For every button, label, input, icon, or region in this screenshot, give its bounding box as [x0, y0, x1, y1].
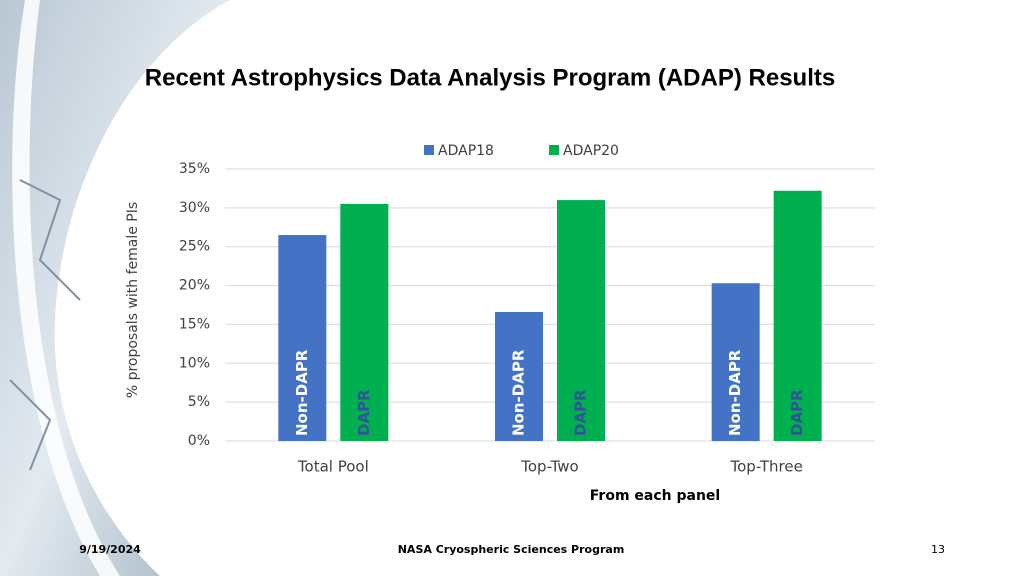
- legend-swatch: [549, 145, 559, 155]
- x-tick-label: Total Pool: [297, 458, 369, 476]
- x-tick-label: Top-Two: [520, 458, 578, 476]
- footer-date: 9/19/2024: [79, 543, 141, 556]
- y-axis-title: % proposals with female PIs: [125, 202, 141, 398]
- y-tick-label: 35%: [179, 161, 210, 177]
- y-tick-label: 10%: [179, 355, 210, 371]
- legend-label: ADAP20: [563, 143, 619, 159]
- bar: [495, 311, 543, 441]
- legend-label: ADAP18: [438, 143, 494, 159]
- y-tick-label: 15%: [179, 316, 210, 332]
- bar-inner-label: Non-DAPR: [726, 349, 744, 436]
- bar-inner-label: DAPR: [572, 389, 590, 436]
- bar-inner-label: DAPR: [788, 389, 806, 436]
- y-tick-label: 30%: [179, 200, 210, 216]
- page-number: 13: [931, 543, 945, 556]
- footer-center: NASA Cryospheric Sciences Program: [398, 543, 625, 556]
- bar-inner-label: Non-DAPR: [293, 349, 311, 436]
- y-tick-label: 0%: [188, 433, 210, 449]
- bar: [773, 190, 822, 441]
- x-axis-title: From each panel: [590, 488, 720, 504]
- y-tick-label: 5%: [188, 394, 210, 410]
- bar-inner-label: Non-DAPR: [510, 349, 528, 436]
- slide-title: Recent Astrophysics Data Analysis Progra…: [145, 64, 835, 91]
- bar: [278, 235, 327, 441]
- y-tick-label: 25%: [179, 239, 210, 255]
- x-tick-label: Top-Three: [730, 458, 803, 476]
- ice-cracks: [9, 179, 81, 471]
- decor-curve: [12, 0, 120, 576]
- bar-inner-label: DAPR: [355, 389, 373, 436]
- bar: [340, 203, 389, 441]
- bar: [557, 200, 605, 441]
- legend-swatch: [424, 145, 434, 155]
- y-tick-label: 20%: [179, 278, 210, 294]
- bar: [711, 283, 760, 441]
